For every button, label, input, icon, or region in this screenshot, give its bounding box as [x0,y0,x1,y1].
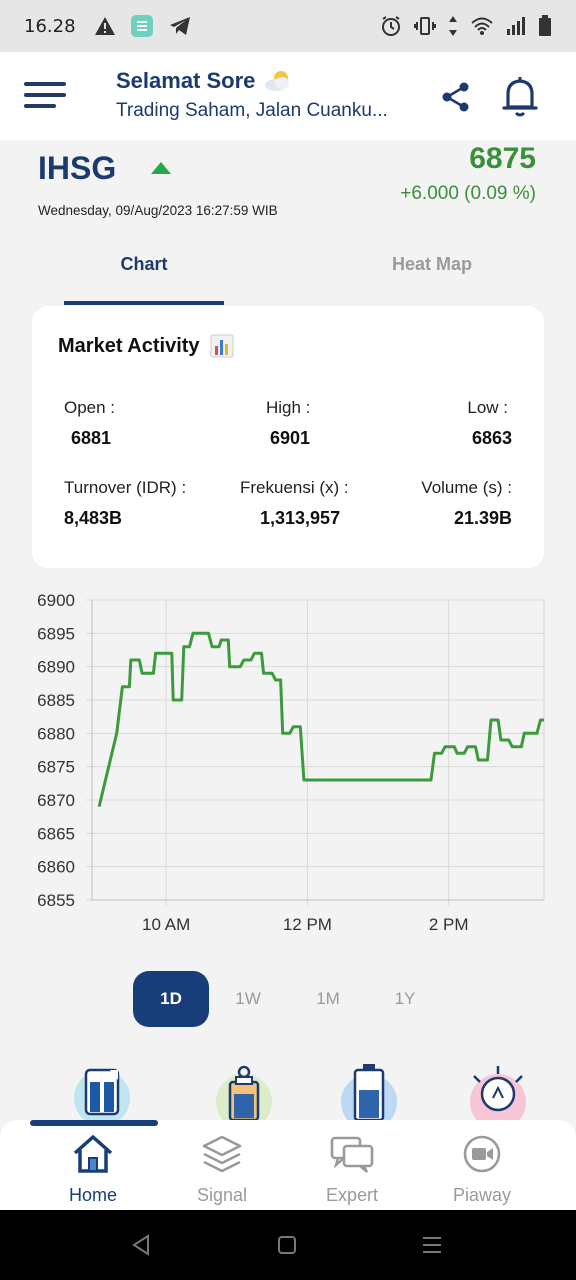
chart-x-tick-label: 2 PM [429,915,469,934]
app-notification-icon [130,15,153,37]
index-value: 6875 [469,142,536,175]
lightbulb-icon[interactable] [468,1062,528,1122]
chart-y-tick-label: 6900 [37,591,75,610]
stat-low: Low : 6863 [467,398,512,449]
chart-x-tick-label: 12 PM [283,915,332,934]
tab-chart[interactable]: Chart [120,254,168,274]
chart-series-line [97,631,544,808]
share-icon[interactable] [440,80,472,114]
home-icon [73,1135,113,1173]
nav-signal-label: Signal [196,1185,248,1205]
chart-y-tick-label: 6875 [37,758,75,777]
nav-home[interactable]: Home [33,1134,153,1206]
stat-label: High : [266,398,311,417]
chart-x-tick-label: 10 AM [142,915,190,934]
greeting-subtitle: Trading Saham, Jalan Cuanku... [116,100,388,121]
stat-value: 21.39B [453,508,512,528]
menu-icon-line [24,104,56,108]
nav-piaway-label: Piaway [452,1185,512,1205]
greeting-title: Selamat Sore [116,68,256,93]
chart-y-tick-label: 6885 [37,691,75,710]
stat-value: 6863 [471,428,512,448]
video-icon [463,1135,501,1173]
range-1d-button[interactable]: 1D [133,971,209,1027]
trend-up-icon [151,162,171,174]
tab-heat-map[interactable]: Heat Map [391,254,472,274]
price-chart-svg: 6900 6895 6890 6885 6880 6875 6870 6865 6860 6855… [37,591,545,934]
chart-y-tick-label: 6855 [37,891,75,910]
stat-label: Low : [467,398,508,417]
battery-icon[interactable] [339,1062,399,1122]
status-bar: 16.28 [0,0,576,52]
bar-chart-icon [210,334,234,358]
stat-high: High : 6901 [266,398,310,449]
bell-icon[interactable] [500,74,540,118]
vibrate-icon [414,17,436,35]
alarm-icon [382,16,400,36]
stat-label: Volume (s) : [421,478,512,497]
greeting-title-row: Selamat Sore [116,68,426,94]
menu-icon [24,82,66,86]
tab-active-indicator [64,301,224,305]
chart-y-tick-label: 6895 [37,624,75,643]
stat-value: 1,313,957 [260,508,341,528]
wifi-icon [471,17,493,35]
back-icon[interactable] [130,1234,152,1256]
warning-icon [94,17,115,35]
book-icon[interactable] [72,1062,132,1122]
chart-plot-area [92,600,544,900]
stat-volume: Volume (s) : 21.39B [421,478,512,529]
chart-y-tick-label: 6860 [37,858,75,877]
stat-label: Turnover (IDR) : [64,478,187,497]
nav-piaway[interactable]: Piaway [422,1134,542,1206]
nav-expert[interactable]: Expert [292,1134,412,1206]
greeting: Selamat Sore Trading Saham, Jalan Cuanku… [116,68,426,122]
chart-y-tick-label: 6870 [37,791,75,810]
range-1y-button[interactable]: 1Y [394,989,416,1008]
clipboard-icon[interactable] [214,1062,274,1122]
menu-button[interactable] [24,82,66,112]
partly-cloudy-icon [265,71,290,91]
index-name: IHSG [38,150,117,186]
stat-label: Frekuensi (x) : [240,478,349,497]
range-1w-button[interactable]: 1W [235,989,261,1008]
stat-frekuensi: Frekuensi (x) : 1,313,957 [240,478,349,529]
feature-shortcuts [0,1062,576,1122]
menu-icon-line [24,93,66,97]
market-activity-header: Market Activity [58,334,234,358]
chart-y-tick-label: 6890 [37,658,75,677]
chat-icon [330,1136,374,1173]
chart-y-tick-label: 6865 [37,824,75,843]
price-chart[interactable]: 6900 6895 6890 6885 6880 6875 6870 6865 6860 6855… [0,585,576,945]
stat-value: 8,483B [64,508,123,528]
signal-icon [507,17,525,35]
nav-active-indicator [30,1120,158,1126]
index-change: +6.000 (0.09 %) [400,183,536,204]
status-time: 16.28 [24,15,76,37]
app-header: Selamat Sore Trading Saham, Jalan Cuanku… [0,52,576,140]
stat-turnover: Turnover (IDR) : 8,483B [64,478,186,529]
view-tabs: Chart Heat Map [0,240,576,306]
nav-home-label: Home [68,1185,117,1205]
stat-label: Open : [64,398,116,417]
telegram-icon [169,17,190,35]
index-datetime: Wednesday, 09/Aug/2023 16:27:59 WIB [38,203,278,218]
stat-value: 6901 [270,428,311,448]
stat-open: Open : 6881 [64,398,115,449]
chart-y-tick-label: 6880 [37,724,75,743]
battery-status-icon [539,15,551,36]
data-arrows-icon [449,16,457,36]
nav-expert-label: Expert [325,1185,379,1205]
market-activity-title: Market Activity [58,334,200,357]
home-system-icon[interactable] [277,1235,297,1255]
market-activity-card: Market Activity Open : 6881 High : 6901 … [32,306,544,568]
system-navigation-bar [0,1210,576,1280]
layers-icon [202,1135,242,1173]
bottom-navigation: Home Signal Expert Piaway [0,1120,576,1210]
recents-icon[interactable] [421,1235,443,1255]
nav-signal[interactable]: Signal [162,1134,282,1206]
stat-value: 6881 [71,428,112,448]
range-1m-button[interactable]: 1M [316,989,340,1008]
